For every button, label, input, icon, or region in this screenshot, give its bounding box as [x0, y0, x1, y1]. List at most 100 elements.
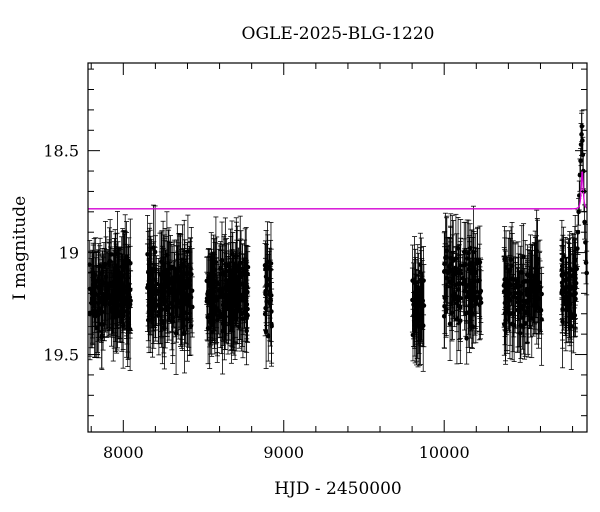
data-point-marker	[469, 271, 475, 276]
data-point	[524, 280, 530, 343]
data-point-marker	[157, 272, 163, 277]
data-point-marker	[103, 298, 108, 304]
data-point	[525, 249, 531, 303]
data-point-marker	[188, 265, 193, 271]
data-point-marker	[212, 267, 218, 273]
data-point-marker	[170, 304, 176, 309]
data-point-marker	[221, 271, 227, 277]
x-tick-label: 8000	[103, 443, 144, 462]
data-point	[119, 266, 125, 324]
data-point	[447, 286, 453, 361]
data-point	[167, 241, 173, 321]
data-point	[532, 230, 538, 307]
data-point	[109, 288, 115, 335]
data-point	[421, 246, 427, 316]
data-point-marker	[575, 246, 580, 251]
data-point-marker	[263, 329, 269, 334]
data-point-marker	[445, 270, 451, 276]
data-point-marker	[244, 301, 250, 307]
data-point-marker	[147, 267, 153, 272]
data-point	[265, 310, 271, 362]
data-point-marker	[204, 299, 210, 304]
data-point	[583, 241, 589, 285]
data-point	[156, 283, 162, 326]
data-point-marker	[99, 290, 105, 296]
data-point-marker	[183, 300, 189, 306]
data-point-marker	[262, 263, 268, 268]
data-point	[240, 243, 246, 294]
data-point	[183, 251, 189, 297]
data-point-marker	[165, 284, 170, 290]
data-point	[266, 250, 272, 308]
data-point-marker	[208, 276, 214, 281]
data-point	[529, 279, 535, 359]
data-point-marker	[443, 255, 448, 261]
data-point-marker	[466, 266, 472, 272]
data-point-marker	[567, 265, 572, 271]
data-point-marker	[103, 280, 109, 286]
plot-frame	[87, 62, 588, 433]
data-point-marker	[572, 277, 577, 283]
data-point-marker	[473, 289, 479, 295]
data-point	[162, 254, 168, 349]
data-point-marker	[559, 273, 565, 278]
data-point	[461, 250, 467, 317]
data-point-marker	[242, 309, 248, 314]
data-point	[171, 239, 177, 297]
y-axis-label: I magnitude	[10, 196, 30, 300]
data-point-marker	[502, 281, 508, 287]
data-point	[463, 247, 469, 323]
data-point-marker	[235, 285, 241, 291]
data-point	[516, 264, 522, 308]
data-point-marker	[568, 291, 573, 297]
data-point-marker	[207, 283, 213, 289]
data-point	[106, 227, 112, 302]
data-point	[263, 294, 269, 369]
data-point-marker	[226, 305, 232, 311]
data-point-marker	[183, 271, 189, 277]
data-point-marker	[441, 314, 447, 319]
data-point-marker	[461, 281, 466, 286]
data-point	[204, 271, 210, 331]
data-point	[453, 213, 459, 304]
data-point	[457, 272, 463, 342]
data-point-marker	[521, 303, 527, 308]
data-point-marker	[162, 275, 168, 281]
data-point-marker	[580, 138, 585, 143]
data-point-marker	[583, 260, 589, 266]
data-point-marker	[232, 313, 238, 319]
data-point-marker	[146, 303, 152, 308]
data-point-marker	[266, 277, 272, 282]
data-point	[114, 211, 120, 297]
data-point-marker	[210, 289, 216, 295]
data-point-marker	[96, 293, 101, 299]
data-point	[244, 279, 250, 329]
data-point-marker	[115, 251, 120, 257]
data-point	[91, 272, 97, 315]
data-point-marker	[240, 295, 246, 301]
data-point-marker	[418, 297, 423, 303]
data-point-marker	[516, 283, 521, 288]
data-point-marker	[266, 333, 271, 339]
data-point-marker	[231, 278, 237, 283]
data-point-marker	[116, 288, 122, 293]
data-point-marker	[467, 292, 473, 298]
data-point	[178, 268, 184, 347]
y-tick-label: 19.5	[43, 346, 79, 365]
data-point	[567, 231, 573, 305]
data-point-marker	[125, 291, 131, 296]
data-point	[218, 280, 224, 355]
data-point	[442, 261, 448, 335]
data-point-marker	[421, 278, 426, 283]
data-point-marker	[576, 209, 581, 215]
data-point	[89, 253, 95, 344]
data-point-marker	[180, 295, 186, 301]
data-point	[470, 236, 476, 300]
data-point	[227, 242, 233, 333]
data-point-marker	[453, 256, 459, 261]
data-point-marker	[153, 267, 158, 272]
data-point	[509, 233, 515, 325]
data-point-marker	[525, 273, 531, 279]
data-point-marker	[524, 309, 530, 314]
data-point-marker	[228, 285, 233, 290]
